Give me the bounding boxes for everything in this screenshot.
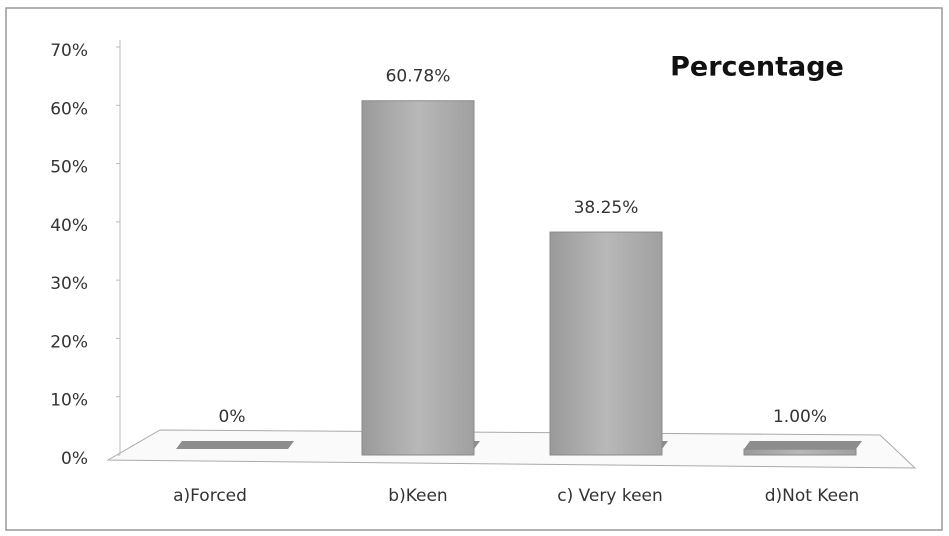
chart-title: Percentage [670,52,844,83]
bar [361,100,475,456]
data-label: 1.00% [773,407,827,427]
data-label: 38.25% [574,198,639,218]
bar [549,231,663,456]
bar-slab [744,441,862,449]
data-label: 0% [219,407,246,427]
x-tick-label: c) Very keen [557,486,663,506]
data-label: 60.78% [386,67,451,87]
y-tick-label: 60% [50,99,88,119]
x-tick-label: b)Keen [388,486,447,506]
y-tick-label: 70% [50,41,88,61]
y-tick-label: 10% [50,391,88,411]
x-tick-label: a)Forced [173,486,247,506]
y-tick-label: 30% [50,274,88,294]
floor [106,429,917,469]
bar-slab [176,441,294,449]
y-tick-label: 40% [50,216,88,236]
chart-border [5,7,943,531]
y-tick-label: 50% [50,158,88,178]
x-tick-label: d)Not Keen [765,486,860,506]
bar [743,448,857,456]
y-tick-label: 0% [61,449,88,469]
y-tick-label: 20% [50,332,88,352]
